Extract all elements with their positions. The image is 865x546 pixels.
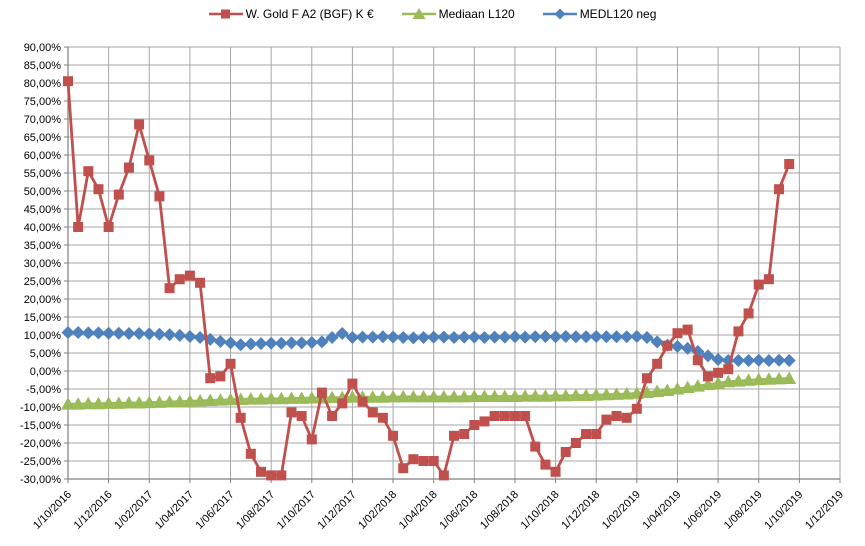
svg-text:40,00%: 40,00% bbox=[24, 222, 62, 234]
svg-text:1/08/2017: 1/08/2017 bbox=[234, 489, 277, 532]
svg-text:1/12/2019: 1/12/2019 bbox=[803, 489, 846, 532]
svg-text:90,00%: 90,00% bbox=[24, 42, 62, 54]
svg-text:-5,00%: -5,00% bbox=[26, 384, 61, 396]
svg-text:20,00%: 20,00% bbox=[24, 294, 62, 306]
svg-text:1/08/2019: 1/08/2019 bbox=[722, 489, 765, 532]
svg-text:5,00%: 5,00% bbox=[30, 348, 61, 360]
legend-item-gold-fund: W. Gold F A2 (BGF) K € bbox=[208, 7, 374, 21]
blue-diamond-line-marker-icon bbox=[542, 8, 577, 20]
svg-text:15,00%: 15,00% bbox=[24, 312, 62, 324]
svg-text:80,00%: 80,00% bbox=[24, 78, 62, 90]
svg-text:70,00%: 70,00% bbox=[24, 114, 62, 126]
svg-text:1/02/2019: 1/02/2019 bbox=[600, 489, 643, 532]
series-triangle bbox=[61, 371, 797, 410]
svg-text:1/12/2016: 1/12/2016 bbox=[72, 489, 115, 532]
svg-text:1/12/2017: 1/12/2017 bbox=[315, 489, 358, 532]
legend-label-gold-fund: W. Gold F A2 (BGF) K € bbox=[245, 7, 374, 21]
svg-text:60,00%: 60,00% bbox=[24, 150, 62, 162]
svg-text:30,00%: 30,00% bbox=[24, 258, 62, 270]
red-square-line-marker-icon bbox=[208, 9, 243, 19]
svg-text:50,00%: 50,00% bbox=[24, 186, 62, 198]
series-square bbox=[63, 76, 795, 481]
svg-text:-15,00%: -15,00% bbox=[20, 420, 61, 432]
legend-item-mediaan-l120: Mediaan L120 bbox=[401, 7, 515, 21]
legend-label-mediaan-l120: Mediaan L120 bbox=[438, 7, 515, 21]
green-triangle-line-marker-icon bbox=[401, 8, 436, 19]
svg-text:1/06/2019: 1/06/2019 bbox=[681, 489, 724, 532]
svg-text:1/02/2018: 1/02/2018 bbox=[356, 489, 399, 532]
svg-text:25,00%: 25,00% bbox=[24, 276, 62, 288]
svg-text:1/10/2016: 1/10/2016 bbox=[31, 489, 74, 532]
legend-label-medl120-neg: MEDL120 neg bbox=[579, 7, 657, 21]
svg-text:10,00%: 10,00% bbox=[24, 330, 62, 342]
svg-text:-20,00%: -20,00% bbox=[20, 438, 61, 450]
svg-text:1/10/2018: 1/10/2018 bbox=[519, 489, 562, 532]
svg-text:1/04/2017: 1/04/2017 bbox=[153, 489, 196, 532]
svg-text:1/04/2019: 1/04/2019 bbox=[641, 489, 684, 532]
svg-text:1/10/2019: 1/10/2019 bbox=[762, 489, 805, 532]
svg-text:1/10/2017: 1/10/2017 bbox=[275, 489, 318, 532]
svg-text:-10,00%: -10,00% bbox=[20, 402, 61, 414]
svg-text:1/08/2018: 1/08/2018 bbox=[478, 489, 521, 532]
svg-text:35,00%: 35,00% bbox=[24, 240, 62, 252]
svg-text:75,00%: 75,00% bbox=[24, 96, 62, 108]
svg-text:1/06/2017: 1/06/2017 bbox=[194, 489, 237, 532]
svg-text:0,00%: 0,00% bbox=[30, 366, 61, 378]
svg-text:-25,00%: -25,00% bbox=[20, 456, 61, 468]
gridlines bbox=[64, 46, 841, 483]
legend-item-medl120-neg: MEDL120 neg bbox=[542, 7, 657, 21]
svg-text:1/04/2018: 1/04/2018 bbox=[397, 489, 440, 532]
svg-text:55,00%: 55,00% bbox=[24, 168, 62, 180]
svg-text:1/12/2018: 1/12/2018 bbox=[559, 489, 602, 532]
chart-legend: W. Gold F A2 (BGF) K € Mediaan L120 MEDL… bbox=[0, 7, 865, 21]
svg-text:-30,00%: -30,00% bbox=[20, 474, 61, 486]
svg-text:1/06/2018: 1/06/2018 bbox=[437, 489, 480, 532]
svg-text:1/02/2017: 1/02/2017 bbox=[112, 489, 155, 532]
svg-text:85,00%: 85,00% bbox=[24, 60, 62, 72]
svg-text:45,00%: 45,00% bbox=[24, 204, 62, 216]
svg-text:65,00%: 65,00% bbox=[24, 132, 62, 144]
